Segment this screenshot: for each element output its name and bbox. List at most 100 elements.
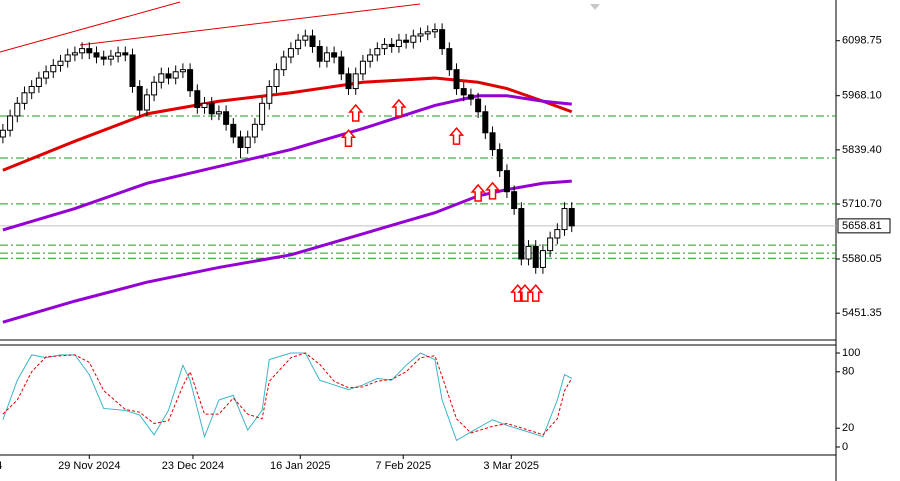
candle-body <box>165 73 172 79</box>
candle-body <box>403 39 410 43</box>
candle-body <box>64 54 71 62</box>
candle-body <box>43 71 50 79</box>
x-tick-label: 3 Mar 2025 <box>483 460 539 472</box>
candle-body <box>273 69 280 87</box>
candle-body <box>460 88 467 96</box>
candle-body <box>21 92 28 104</box>
candle-body <box>7 115 14 131</box>
candle-body <box>482 111 489 134</box>
y-tick-label: 100 <box>842 347 860 359</box>
y-tick-label: 5968.10 <box>842 90 882 102</box>
candle-body <box>28 85 35 94</box>
x-tick-label: 23 Dec 2024 <box>162 460 224 472</box>
candle-body <box>475 98 482 113</box>
x-tick-label: 7 Feb 2025 <box>375 460 431 472</box>
candle-body <box>0 129 6 138</box>
candle-body <box>259 102 266 125</box>
candle-body <box>201 102 208 109</box>
y-tick-label: 6098.75 <box>842 35 882 47</box>
x-tick-label: 16 Jan 2025 <box>270 460 331 472</box>
candle-body <box>122 52 129 56</box>
trend-line <box>79 3 421 46</box>
y-tick-label: 20 <box>842 422 854 434</box>
candle-body <box>410 35 417 43</box>
candle-body <box>431 29 438 33</box>
candle-body <box>287 48 294 58</box>
candle-body <box>525 245 532 260</box>
candle-body <box>395 39 402 48</box>
candle-body <box>129 54 136 87</box>
candle-body <box>35 77 42 87</box>
candle-body <box>194 90 201 109</box>
signal-arrow <box>340 129 357 148</box>
candle-body <box>50 64 57 73</box>
candle-body <box>446 48 453 71</box>
moving-average <box>2 179 572 324</box>
signal-arrow <box>348 103 364 122</box>
candle-body <box>187 69 194 92</box>
candle-body <box>302 35 309 41</box>
y-tick-label: 5839.40 <box>842 144 882 156</box>
candle-body <box>280 56 287 71</box>
y-tick-label: 0 <box>842 441 848 453</box>
signal-arrow <box>528 283 544 302</box>
candle-body <box>244 136 251 149</box>
candle-body <box>518 208 525 260</box>
trend-line <box>0 1 181 53</box>
y-tick-label: 5451.35 <box>842 307 882 319</box>
candle-body <box>251 123 258 138</box>
candle-body <box>511 191 518 210</box>
candle-body <box>417 33 424 37</box>
candle-body <box>554 229 561 239</box>
candle-body <box>57 60 64 66</box>
candle-body <box>309 35 316 48</box>
candle-body <box>381 43 388 50</box>
signal-arrow <box>391 98 407 117</box>
candle-body <box>467 94 474 100</box>
candle-body <box>115 52 122 57</box>
shift-marker <box>590 4 600 10</box>
candle-body <box>158 73 165 83</box>
signal-arrow <box>448 126 465 145</box>
candle-body <box>237 136 244 149</box>
candle-body <box>223 111 230 125</box>
y-tick-label: 5580.05 <box>842 253 882 265</box>
candle-body <box>14 102 21 117</box>
candle-body <box>547 237 554 252</box>
candle-body <box>568 208 575 227</box>
candle-body <box>359 60 366 75</box>
y-tick-label: 5710.70 <box>842 198 882 210</box>
candle-body <box>323 52 330 62</box>
signal-arrow <box>470 183 486 202</box>
candle-body <box>295 39 302 50</box>
stochastic-line <box>2 352 572 442</box>
candle-body <box>503 170 510 193</box>
candle-body <box>424 31 431 35</box>
signal-arrow <box>484 181 501 200</box>
candle-body <box>215 111 222 115</box>
candle-body <box>230 123 237 138</box>
candle-body <box>316 46 323 62</box>
y-tick-label: 80 <box>842 366 854 378</box>
candle-body <box>496 149 503 172</box>
candle-body <box>151 81 158 96</box>
candle-body <box>79 48 86 54</box>
x-tick-label: 4 <box>0 460 2 472</box>
moving-average <box>2 76 573 172</box>
candle-body <box>338 56 345 75</box>
candle-body <box>143 94 150 111</box>
candle-body <box>532 245 539 268</box>
candle-body <box>561 208 568 231</box>
candle-body <box>93 52 100 58</box>
candle-body <box>266 85 273 104</box>
candle-body <box>179 69 186 73</box>
candle-body <box>539 250 546 268</box>
candle-body <box>100 56 107 60</box>
candle-body <box>345 73 352 90</box>
current-price-box <box>837 218 891 234</box>
candle-body <box>107 55 114 60</box>
candle-body <box>453 69 460 90</box>
candle-body <box>374 48 381 56</box>
candle-body <box>352 73 359 90</box>
